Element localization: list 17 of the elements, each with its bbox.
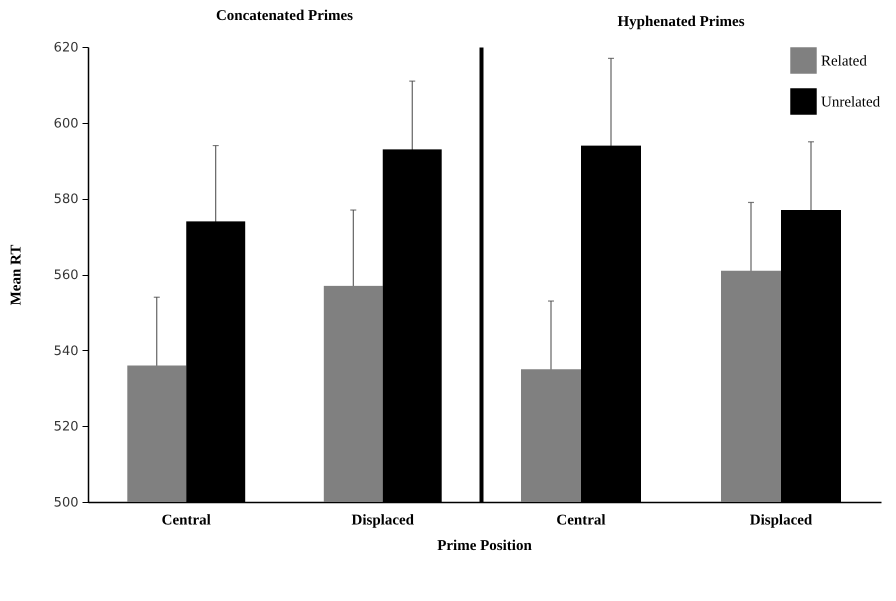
- y-tick-label: 560: [54, 268, 78, 283]
- x-tick-label: Central: [556, 512, 606, 528]
- y-tick-label: 620: [54, 40, 78, 56]
- x-tick-label: Central: [162, 512, 211, 528]
- legend-label: Related: [821, 54, 868, 70]
- y-tick-label: 600: [54, 116, 78, 132]
- legend-label: Unrelated: [821, 94, 881, 110]
- chart-title: Hyphenated Primes: [617, 14, 745, 30]
- x-axis-title: Prime Position: [437, 538, 532, 554]
- x-tick-label: Displaced: [750, 512, 813, 528]
- y-tick-label: 520: [54, 420, 78, 435]
- x-tick-label: Displaced: [351, 512, 415, 528]
- y-axis-title: Mean RT: [8, 244, 25, 306]
- chart-title: Concatenated Primes: [216, 8, 354, 24]
- y-tick-label: 540: [54, 344, 78, 359]
- y-tick-label: 580: [54, 192, 78, 208]
- y-tick-label: 500: [54, 496, 78, 510]
